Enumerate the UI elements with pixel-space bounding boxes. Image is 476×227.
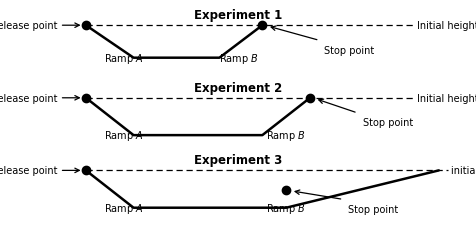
Text: Release point: Release point	[0, 21, 57, 31]
Text: Release point: Release point	[0, 166, 57, 176]
Text: Experiment 1: Experiment 1	[194, 9, 282, 22]
Text: Stop point: Stop point	[324, 45, 374, 55]
Text: Experiment 3: Experiment 3	[194, 153, 282, 166]
Text: Release point: Release point	[0, 93, 57, 103]
Text: initial height of ball: initial height of ball	[450, 166, 476, 176]
Text: Ramp $A$: Ramp $A$	[104, 128, 143, 142]
Text: Stop point: Stop point	[347, 204, 397, 214]
Text: Ramp $B$: Ramp $B$	[218, 51, 258, 65]
Text: Initial height of ball: Initial height of ball	[416, 93, 476, 103]
Text: Ramp $A$: Ramp $A$	[104, 201, 143, 215]
Text: Ramp $B$: Ramp $B$	[266, 128, 306, 142]
Text: Ramp $B$: Ramp $B$	[266, 201, 306, 215]
Text: Experiment 2: Experiment 2	[194, 81, 282, 94]
Text: Initial height of ball: Initial height of ball	[416, 21, 476, 31]
Text: Ramp $A$: Ramp $A$	[104, 51, 143, 65]
Text: Stop point: Stop point	[362, 118, 412, 128]
